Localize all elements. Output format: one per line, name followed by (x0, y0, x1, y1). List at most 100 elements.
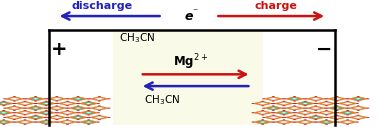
Text: ⁻: ⁻ (192, 7, 198, 17)
Circle shape (272, 105, 275, 106)
Polygon shape (57, 120, 77, 124)
Circle shape (282, 98, 285, 99)
Circle shape (336, 103, 339, 104)
Circle shape (65, 117, 68, 118)
Polygon shape (83, 102, 94, 105)
Polygon shape (75, 117, 81, 118)
Circle shape (2, 110, 5, 111)
Polygon shape (313, 98, 319, 99)
Circle shape (272, 110, 275, 111)
Circle shape (283, 108, 286, 109)
Circle shape (313, 103, 316, 104)
Circle shape (77, 122, 81, 123)
Circle shape (335, 112, 338, 113)
Circle shape (293, 105, 296, 106)
Polygon shape (33, 98, 39, 99)
Circle shape (13, 105, 16, 106)
Polygon shape (9, 107, 20, 109)
Circle shape (66, 119, 69, 120)
Polygon shape (0, 112, 9, 114)
Polygon shape (338, 101, 358, 106)
Circle shape (98, 110, 101, 111)
Polygon shape (279, 102, 289, 105)
Polygon shape (65, 103, 70, 104)
Circle shape (34, 115, 37, 116)
Polygon shape (30, 98, 41, 100)
Circle shape (54, 103, 57, 104)
Circle shape (304, 101, 307, 102)
Circle shape (356, 103, 359, 104)
Circle shape (3, 108, 6, 109)
Polygon shape (15, 120, 35, 124)
Circle shape (55, 119, 58, 120)
Circle shape (34, 119, 37, 120)
Polygon shape (310, 107, 321, 109)
Polygon shape (327, 115, 347, 120)
Polygon shape (62, 112, 73, 114)
Circle shape (346, 124, 349, 125)
Polygon shape (253, 120, 273, 124)
Circle shape (324, 117, 327, 118)
Circle shape (314, 96, 317, 97)
Circle shape (271, 122, 274, 123)
Polygon shape (263, 106, 283, 110)
Circle shape (251, 103, 254, 104)
Circle shape (108, 98, 111, 99)
Polygon shape (26, 115, 45, 120)
Polygon shape (289, 107, 300, 109)
Polygon shape (342, 121, 353, 123)
Polygon shape (51, 107, 62, 109)
Polygon shape (260, 103, 265, 104)
Polygon shape (20, 112, 30, 114)
Polygon shape (47, 115, 67, 120)
Circle shape (336, 105, 338, 106)
Polygon shape (279, 112, 289, 114)
Polygon shape (0, 101, 14, 106)
Circle shape (45, 105, 48, 106)
Circle shape (251, 112, 254, 113)
Circle shape (66, 105, 69, 106)
Circle shape (315, 103, 318, 104)
Circle shape (314, 110, 317, 111)
Circle shape (347, 108, 350, 109)
Polygon shape (316, 120, 336, 124)
Polygon shape (292, 107, 297, 109)
Polygon shape (47, 97, 67, 101)
Circle shape (261, 114, 264, 115)
Polygon shape (79, 111, 99, 115)
Polygon shape (332, 107, 342, 109)
Circle shape (2, 101, 5, 102)
Circle shape (45, 110, 48, 111)
Bar (113, 30, 263, 124)
Polygon shape (295, 101, 315, 106)
Polygon shape (300, 102, 311, 105)
Polygon shape (9, 98, 20, 100)
Polygon shape (0, 121, 9, 123)
Polygon shape (300, 112, 311, 114)
Circle shape (66, 101, 69, 102)
Circle shape (271, 103, 274, 104)
Circle shape (14, 122, 17, 123)
Polygon shape (65, 112, 70, 113)
Polygon shape (316, 111, 336, 115)
Circle shape (87, 117, 89, 118)
Circle shape (282, 124, 285, 125)
Circle shape (23, 101, 26, 102)
Circle shape (336, 112, 339, 113)
Polygon shape (345, 112, 350, 113)
Polygon shape (86, 103, 91, 104)
Circle shape (55, 105, 58, 106)
Polygon shape (349, 97, 368, 101)
Circle shape (56, 122, 59, 123)
Polygon shape (1, 112, 6, 113)
Polygon shape (355, 117, 361, 118)
Polygon shape (327, 106, 347, 110)
Polygon shape (12, 98, 17, 99)
Circle shape (313, 122, 316, 123)
Polygon shape (43, 112, 49, 113)
Circle shape (261, 119, 264, 120)
Circle shape (76, 112, 79, 113)
Polygon shape (68, 106, 88, 110)
Polygon shape (43, 121, 49, 123)
Circle shape (346, 119, 349, 120)
